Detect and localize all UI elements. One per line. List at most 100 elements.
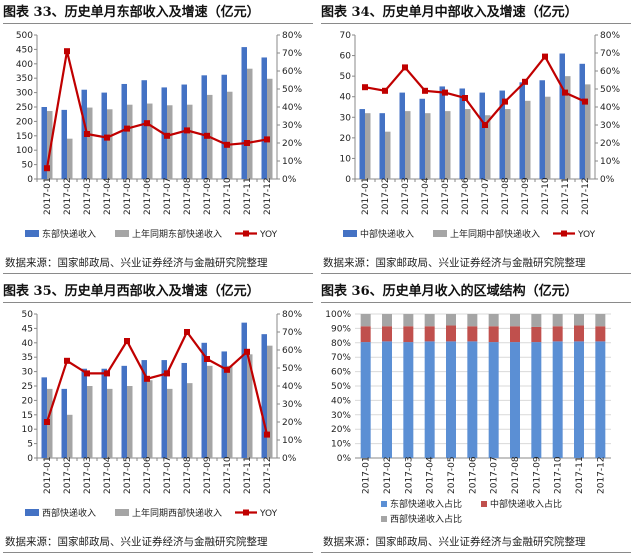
legend-swatch bbox=[381, 501, 387, 507]
x-tick-label: 2017-06 bbox=[468, 456, 478, 494]
stacked-bar-segment bbox=[467, 341, 478, 458]
title-divider bbox=[3, 23, 313, 24]
left-tick-label: 0 bbox=[27, 175, 33, 185]
legend-marker bbox=[243, 230, 249, 237]
right-tick-label: 50% bbox=[600, 85, 620, 95]
right-tick-label: 60% bbox=[282, 67, 302, 77]
left-tick-label: 50% bbox=[331, 382, 351, 392]
x-tick-label: 2017-08 bbox=[183, 456, 193, 494]
yoy-marker bbox=[164, 370, 170, 377]
left-tick-label: 50 bbox=[22, 310, 34, 320]
bar bbox=[267, 78, 273, 179]
bar bbox=[485, 115, 491, 179]
x-tick-label: 2017-01 bbox=[43, 456, 53, 494]
yoy-marker bbox=[104, 134, 110, 141]
title-divider bbox=[3, 302, 313, 303]
bar bbox=[141, 360, 147, 458]
legend-swatch bbox=[481, 501, 487, 507]
left-tick-label: 400 bbox=[16, 60, 33, 70]
bar bbox=[147, 103, 153, 179]
x-tick-label: 2017-11 bbox=[243, 177, 253, 215]
stacked-bar-segment bbox=[510, 314, 520, 327]
x-tick-label: 2017-03 bbox=[83, 456, 93, 494]
left-tick-label: 250 bbox=[16, 103, 33, 113]
yoy-marker bbox=[124, 338, 130, 344]
right-tick-label: 60% bbox=[282, 346, 302, 356]
bar bbox=[41, 107, 47, 179]
stacked-bar-segment bbox=[403, 342, 414, 458]
bar bbox=[107, 109, 113, 179]
x-tick-label: 2017-09 bbox=[203, 177, 213, 215]
stacked-bar-segment bbox=[488, 314, 499, 327]
x-tick-label: 2017-02 bbox=[63, 456, 73, 494]
right-tick-label: 80% bbox=[282, 310, 302, 320]
x-tick-label: 2017-10 bbox=[541, 177, 551, 215]
bar bbox=[261, 334, 267, 458]
right-tick-label: 0% bbox=[282, 175, 297, 185]
yoy-line bbox=[45, 329, 269, 435]
left-tick-label: 450 bbox=[16, 45, 33, 55]
bar bbox=[499, 90, 505, 179]
legend-label: 东部快递收入 bbox=[42, 228, 96, 240]
right-tick-label: 70% bbox=[282, 49, 302, 59]
x-tick-label: 2017-10 bbox=[223, 177, 233, 215]
left-tick-label: 90% bbox=[331, 324, 351, 334]
x-tick-label: 2017-11 bbox=[561, 177, 571, 215]
legend-label: 上年同期东部快递收入 bbox=[132, 228, 222, 240]
yoy-marker bbox=[224, 366, 230, 373]
chart-area: 0 10 20 30 40 50 60 70 0% 10% 20% 30% 40% 50% 60% 70% 80… bbox=[321, 27, 631, 253]
bar bbox=[419, 98, 425, 179]
left-tick-label: 40 bbox=[22, 339, 34, 349]
bar bbox=[227, 365, 233, 458]
x-tick-label: 2017-01 bbox=[362, 456, 372, 494]
bar bbox=[365, 113, 371, 179]
yoy-marker bbox=[124, 125, 130, 132]
bar bbox=[87, 386, 93, 458]
chart-title: 图表 36、历史单月收入的区域结构（亿元） bbox=[321, 284, 578, 299]
x-tick-label: 2017-03 bbox=[404, 456, 414, 494]
bar bbox=[579, 63, 585, 179]
left-tick-label: 60 bbox=[340, 52, 352, 62]
bar bbox=[207, 365, 213, 458]
right-tick-label: 40% bbox=[282, 382, 302, 392]
bar bbox=[147, 380, 153, 458]
x-tick-label: 2017-11 bbox=[243, 456, 253, 494]
x-tick-label: 2017-01 bbox=[361, 177, 371, 215]
stacked-bar-segment bbox=[360, 326, 371, 343]
yoy-marker bbox=[482, 122, 488, 128]
x-tick-label: 2017-06 bbox=[461, 177, 471, 215]
legend-swatch bbox=[25, 230, 39, 237]
yoy-marker bbox=[462, 95, 468, 101]
x-tick-label: 2017-02 bbox=[383, 456, 393, 494]
left-tick-label: 70 bbox=[340, 31, 352, 41]
combo-chart-west: 0 5 10 15 20 25 30 35 40 45 50 0% 10% 20% 30% 40% 50% 60%… bbox=[22, 310, 303, 519]
right-tick-label: 70% bbox=[600, 49, 620, 59]
bar bbox=[161, 360, 167, 458]
right-tick-label: 80% bbox=[282, 31, 302, 41]
left-tick-label: 40% bbox=[331, 396, 351, 406]
right-tick-label: 30% bbox=[600, 121, 620, 131]
left-tick-label: 350 bbox=[16, 74, 33, 84]
x-tick-label: 2017-09 bbox=[521, 177, 531, 215]
chart-title: 图表 34、历史单月中部收入及增速（亿元） bbox=[321, 5, 578, 20]
chart-area: 0% 10% 20% 30% 40% 50% 60% 70% 80% 90% 100% 2017-01… bbox=[321, 306, 631, 532]
yoy-marker bbox=[224, 141, 230, 148]
stacked-bar-segment bbox=[531, 326, 542, 343]
bar bbox=[479, 92, 485, 179]
stacked-bar-segment bbox=[488, 342, 499, 458]
x-tick-label: 2017-07 bbox=[163, 177, 173, 215]
legend-swatch bbox=[115, 509, 129, 516]
combo-chart-central: 0 10 20 30 40 50 60 70 0% 10% 20% 30% 40% 50% 60% 70% 80… bbox=[340, 31, 621, 240]
x-tick-label: 2017-05 bbox=[123, 177, 133, 215]
bar bbox=[167, 105, 173, 179]
stacked-bar-segment bbox=[488, 326, 499, 343]
bar bbox=[261, 57, 267, 179]
right-tick-label: 0% bbox=[600, 175, 615, 185]
bar bbox=[399, 92, 405, 179]
source-divider bbox=[3, 552, 313, 553]
yoy-marker bbox=[562, 89, 568, 96]
yoy-marker bbox=[164, 132, 170, 139]
yoy-marker bbox=[542, 53, 548, 60]
stacked-bar-segment bbox=[510, 326, 520, 343]
yoy-marker bbox=[204, 132, 210, 139]
